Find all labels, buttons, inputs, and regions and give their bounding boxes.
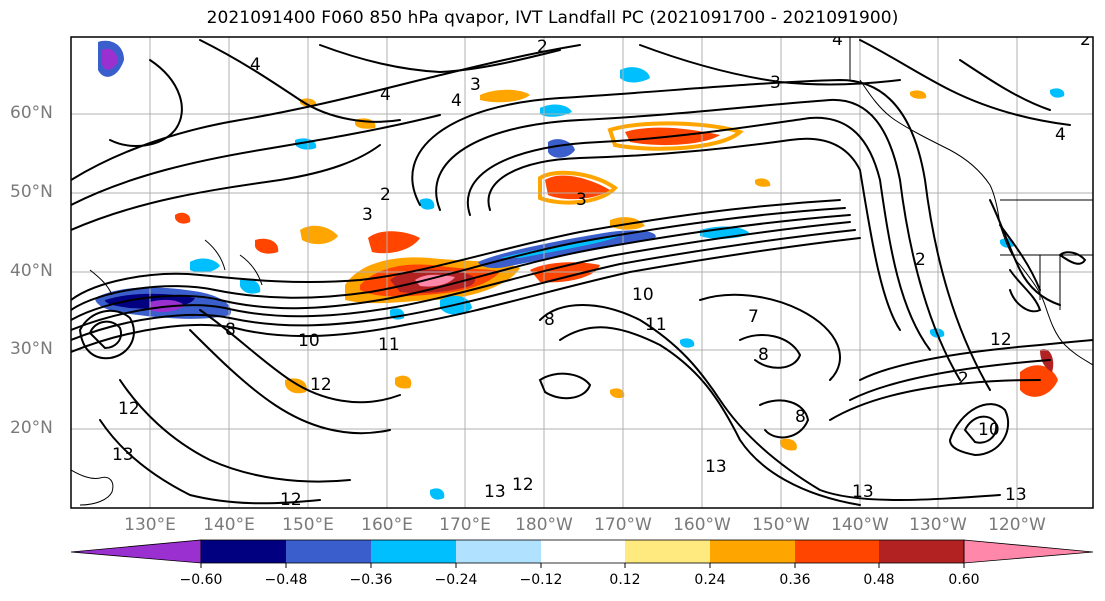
- colorbar-segment: [625, 540, 710, 563]
- colorbar-segment: [456, 540, 541, 563]
- contour-label: 7: [748, 307, 759, 327]
- contour-label: 2: [1080, 30, 1091, 50]
- colorbar-tick-label: −0.60: [179, 572, 223, 588]
- contour-label: 3: [770, 73, 781, 93]
- colorbar-extend-high: [963, 539, 1094, 564]
- ivt-contours: [71, 39, 1093, 506]
- contour-label: 8: [758, 345, 769, 365]
- contour-label: 10: [978, 420, 1000, 440]
- colorbar-tick-label: −0.12: [519, 572, 563, 588]
- contour-label: 4: [380, 85, 391, 105]
- map-title: 2021091400 F060 850 hPa qvapor, IVT Land…: [206, 8, 899, 28]
- colorbar-tick-label: 0.24: [694, 572, 726, 588]
- contour-label: 2: [537, 37, 548, 57]
- contour-label: 12: [310, 375, 332, 395]
- colorbar-tick-label: 0.60: [948, 572, 980, 588]
- colorbar-segment: [286, 540, 371, 563]
- graticule: [71, 37, 1093, 508]
- contour-label: 13: [112, 445, 134, 465]
- contour-label: 13: [1005, 485, 1027, 505]
- contour-label: 11: [378, 335, 400, 355]
- longitude-label: 160°E: [361, 515, 413, 535]
- contour-label: 4: [451, 91, 462, 111]
- contour-label: 2: [380, 185, 391, 205]
- longitude-label: 140°E: [203, 515, 255, 535]
- latitude-label: 40°N: [10, 261, 53, 281]
- longitude-label: 130°E: [124, 515, 176, 535]
- map-frame: [70, 36, 1094, 509]
- contour-label: 13: [705, 457, 727, 477]
- colorbar-segment: [371, 540, 456, 563]
- contour-label: 3: [470, 75, 481, 95]
- contour-labels: 2 3 4 4 3 3 3 2 4 2 7 8 8 10 10 10 11 11…: [112, 30, 1091, 510]
- contour-label: 4: [1055, 125, 1066, 145]
- contour-label: 10: [632, 285, 654, 305]
- longitude-label: 140°W: [831, 515, 889, 535]
- colorbar-tick-label: 0.12: [609, 572, 641, 588]
- colorbar-tick-label: −0.24: [434, 572, 478, 588]
- contour-label: 12: [118, 399, 140, 419]
- longitude-label: 170°E: [439, 515, 491, 535]
- longitude-label: 160°W: [673, 515, 731, 535]
- contour-label: 8: [795, 407, 806, 427]
- contour-label: 2: [915, 250, 926, 270]
- contour-label: 2: [958, 369, 969, 389]
- colorbar-segment: [795, 540, 879, 563]
- latitude-label: 60°N: [10, 103, 53, 123]
- longitude-label: 120°W: [988, 515, 1046, 535]
- contour-label: 13: [852, 482, 874, 502]
- colorbar-segment: [201, 540, 286, 563]
- contour-label: 3: [362, 205, 373, 225]
- contour-label: 10: [298, 331, 320, 351]
- colorbar-tick-label: 0.36: [779, 572, 811, 588]
- contour-label: 12: [512, 475, 534, 495]
- latitude-label: 20°N: [10, 418, 53, 438]
- colorbar-extend-low: [70, 539, 202, 564]
- contour-label: 13: [484, 482, 506, 502]
- contour-label: 8: [225, 320, 236, 340]
- colorbar-segment: [710, 540, 795, 563]
- contour-label: 3: [576, 190, 587, 210]
- longitude-label: 150°E: [282, 515, 334, 535]
- longitude-label: 130°W: [909, 515, 967, 535]
- contour-label: 12: [280, 490, 302, 510]
- contour-label: 12: [990, 330, 1012, 350]
- colorbar-segment: [879, 540, 964, 563]
- longitude-label: 150°W: [752, 515, 810, 535]
- colorbar: [70, 539, 1094, 568]
- coastlines: [71, 37, 1093, 506]
- colorbar-segment: [541, 540, 625, 563]
- colorbar-tick-label: 0.48: [863, 572, 895, 588]
- longitude-label: 170°W: [594, 515, 652, 535]
- contour-label: 11: [645, 315, 667, 335]
- longitude-label: 180°W: [515, 515, 573, 535]
- latitude-label: 30°N: [10, 339, 53, 359]
- latitude-label: 50°N: [10, 182, 53, 202]
- colorbar-tick-label: −0.36: [349, 572, 393, 588]
- contour-label: 4: [832, 30, 843, 50]
- colorbar-tick-label: −0.48: [264, 572, 308, 588]
- contour-label: 4: [250, 55, 261, 75]
- map-panel: 2 3 4 4 3 3 3 2 4 2 7 8 8 10 10 10 11 11…: [71, 30, 1093, 510]
- contour-label: 8: [544, 310, 555, 330]
